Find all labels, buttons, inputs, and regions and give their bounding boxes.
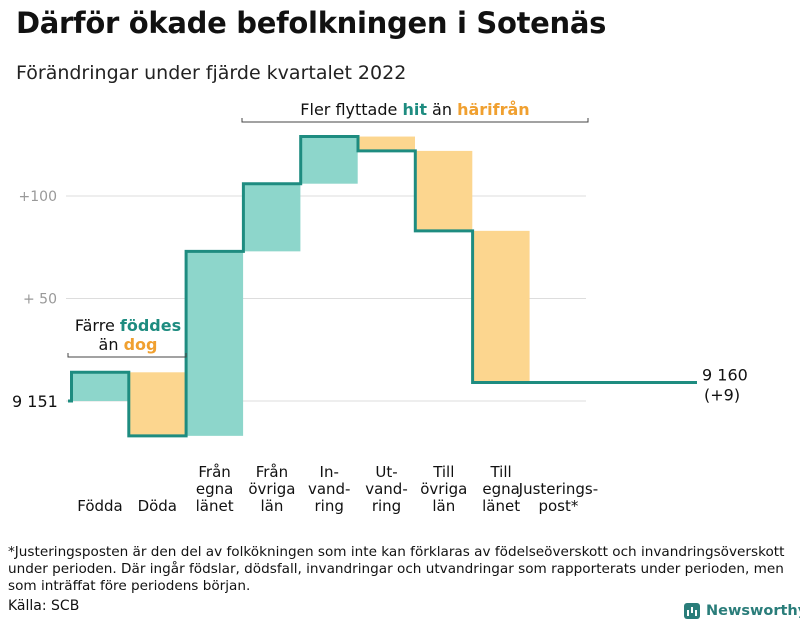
category-labels: Födda DödaFrånegnalänetFrånövrigalänIn-va… bbox=[77, 463, 598, 515]
category-label: ring bbox=[372, 497, 401, 515]
chart-subtitle: Förändringar under fjärde kvartalet 2022 bbox=[16, 62, 407, 84]
category-label: Från bbox=[198, 463, 230, 481]
bar-doda bbox=[128, 372, 186, 436]
category-label: Från bbox=[256, 463, 288, 481]
bars bbox=[71, 136, 559, 436]
category-label: Till bbox=[489, 463, 511, 481]
source-label: Källa: SCB bbox=[8, 598, 80, 614]
annotation-segment: än bbox=[427, 100, 457, 119]
category-label: vand- bbox=[365, 480, 408, 498]
annotation-segment: hit bbox=[402, 100, 427, 119]
annotation-bracket bbox=[241, 118, 589, 123]
bar-utvandring bbox=[358, 136, 415, 151]
category-label: In- bbox=[320, 463, 339, 481]
annotation-segment: Färre bbox=[75, 316, 120, 335]
newsworthy-logo-icon bbox=[684, 603, 700, 619]
category-label: övriga bbox=[420, 480, 467, 498]
category-label: Till bbox=[432, 463, 454, 481]
bar-till_egna bbox=[472, 230, 530, 383]
category-label: län bbox=[432, 497, 455, 515]
category-label: län bbox=[260, 497, 283, 515]
annotation-segment: Fler flyttade bbox=[300, 100, 402, 119]
brand-logo: Newsworthy bbox=[684, 600, 800, 622]
bar-fodda bbox=[71, 372, 129, 401]
category-label: vand- bbox=[308, 480, 351, 498]
category-label: egna bbox=[196, 480, 233, 498]
category-label: Justerings- bbox=[518, 480, 598, 498]
category-label: ring bbox=[315, 497, 344, 515]
bar-invandring bbox=[300, 136, 358, 184]
annotation-text: än dog bbox=[99, 335, 158, 354]
end-change-label: (+9) bbox=[704, 386, 740, 405]
annotation-segment: än bbox=[99, 335, 124, 354]
y-tick-label: +100 bbox=[19, 189, 57, 205]
category-label: länet bbox=[482, 497, 520, 515]
chart-title: Därför ökade befolkningen i Sotenäs bbox=[16, 6, 607, 40]
category-label: Födda bbox=[77, 497, 123, 515]
category-label: Ut- bbox=[375, 463, 397, 481]
bar-fran_egna bbox=[186, 251, 244, 436]
category-label: länet bbox=[196, 497, 234, 515]
brand-name: Newsworthy bbox=[706, 603, 800, 619]
category-label: Döda bbox=[138, 497, 177, 515]
annotation-migration: Fler flyttade hit än härifrån bbox=[241, 100, 589, 123]
annotation-segment: föddes bbox=[120, 316, 181, 335]
annotation-text: Färre föddes bbox=[75, 316, 181, 335]
category-label: egna bbox=[482, 480, 519, 498]
start-value-label: 9 151 bbox=[12, 392, 58, 411]
end-value-label: 9 160 bbox=[702, 366, 748, 385]
y-tick-label: + 50 bbox=[23, 292, 57, 308]
cumulative-step-line bbox=[68, 135, 697, 438]
annotation-bracket bbox=[67, 353, 187, 358]
category-label: övriga bbox=[248, 480, 295, 498]
annotation-segment: dog bbox=[124, 335, 158, 354]
annotation-segment: härifrån bbox=[457, 100, 530, 119]
annotation-text: Fler flyttade hit än härifrån bbox=[300, 100, 529, 119]
bar-fran_ovriga bbox=[243, 183, 301, 252]
footnote: *Justeringsposten är den del av folkökni… bbox=[8, 544, 785, 594]
category-label: post* bbox=[538, 497, 578, 515]
bar-till_ovriga bbox=[415, 150, 473, 231]
